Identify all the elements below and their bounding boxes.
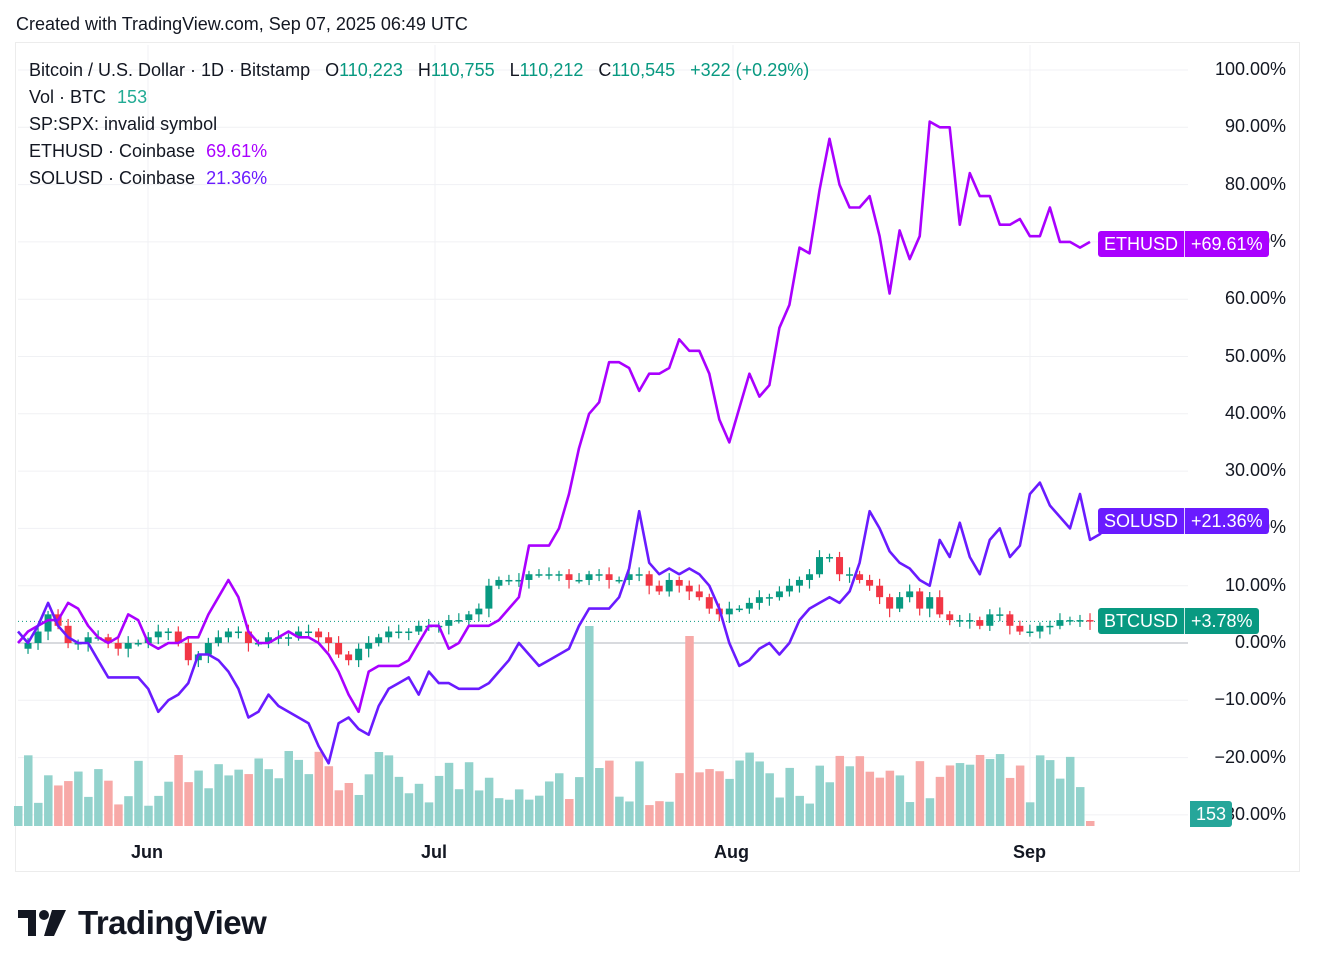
close-label: C [598, 60, 612, 80]
y-tick-label: −10.00% [1214, 689, 1286, 710]
y-tick-label: −20.00% [1214, 746, 1286, 767]
sol-price-badge: SOLUSD +21.36% [1098, 508, 1269, 534]
eth-label[interactable]: ETHUSD · Coinbase [29, 141, 196, 161]
legend-eth-row: ETHUSD · Coinbase 69.61% [29, 138, 809, 165]
y-tick-label: 10.00% [1224, 574, 1286, 595]
eth-badge-value: +69.61% [1191, 234, 1263, 254]
y-tick-label: 80.00% [1224, 173, 1286, 194]
y-tick-label: 90.00% [1224, 116, 1286, 137]
x-tick-jun: Jun [131, 842, 164, 862]
btc-badge-name: BTCUSD [1104, 611, 1179, 631]
y-tick-label: 40.00% [1224, 402, 1286, 423]
x-tick-sep: Sep [1013, 842, 1047, 862]
tradingview-logo-text: TradingView [78, 904, 267, 941]
volume-value: 153 [117, 87, 148, 107]
sol-label[interactable]: SOLUSD · Coinbase [29, 168, 196, 188]
chart-frame [15, 42, 1300, 872]
legend-sol-row: SOLUSD · Coinbase 21.36% [29, 165, 809, 192]
x-tick-aug: Aug [714, 842, 749, 862]
legend-spx-row: SP:SPX: invalid symbol [29, 111, 809, 138]
low-label: L [509, 60, 520, 80]
low-value: 110,212 [519, 60, 584, 80]
created-with-caption: Created with TradingView.com, Sep 07, 20… [16, 14, 468, 34]
chart-legend: Bitcoin / U.S. Dollar · 1D · Bitstamp O1… [29, 57, 809, 192]
high-label: H [417, 60, 431, 80]
spx-invalid-text[interactable]: SP:SPX: invalid symbol [29, 114, 218, 134]
close-value: 110,545 [611, 60, 676, 80]
sol-badge-value: +21.36% [1191, 511, 1263, 531]
main-symbol-title[interactable]: Bitcoin / U.S. Dollar · 1D · Bitstamp [29, 60, 311, 80]
open-label: O [325, 60, 340, 80]
y-tick-label: 30.00% [1224, 460, 1286, 481]
legend-volume-row: Vol · BTC 153 [29, 84, 809, 111]
high-value: 110,755 [430, 60, 495, 80]
tradingview-logo-icon [18, 910, 66, 936]
eth-price-badge: ETHUSD +69.61% [1098, 231, 1269, 257]
tradingview-logo[interactable]: TradingView [18, 904, 267, 942]
legend-main-row: Bitcoin / U.S. Dollar · 1D · Bitstamp O1… [29, 57, 809, 84]
y-tick-label: 0.00% [1234, 632, 1286, 652]
sol-value: 21.36% [206, 168, 268, 188]
sol-badge-name: SOLUSD [1104, 511, 1179, 531]
volume-label[interactable]: Vol · BTC [29, 87, 107, 107]
x-tick-jul: Jul [421, 842, 448, 862]
btc-price-badge: BTCUSD +3.78% [1098, 608, 1259, 634]
y-tick-label: 100.00% [1214, 59, 1286, 79]
change-value: +322 (+0.29%) [690, 60, 810, 80]
y-tick-label: 50.00% [1224, 345, 1286, 366]
volume-badge: 153 [1190, 801, 1233, 827]
y-tick-label: 60.00% [1224, 288, 1286, 309]
volume-badge-value: 153 [1196, 804, 1227, 824]
y-tick-label: −30.00% [1214, 803, 1286, 824]
eth-value: 69.61% [206, 141, 268, 161]
eth-badge-name: ETHUSD [1104, 234, 1179, 254]
btc-badge-value: +3.78% [1191, 611, 1253, 631]
open-value: 110,223 [339, 60, 403, 80]
